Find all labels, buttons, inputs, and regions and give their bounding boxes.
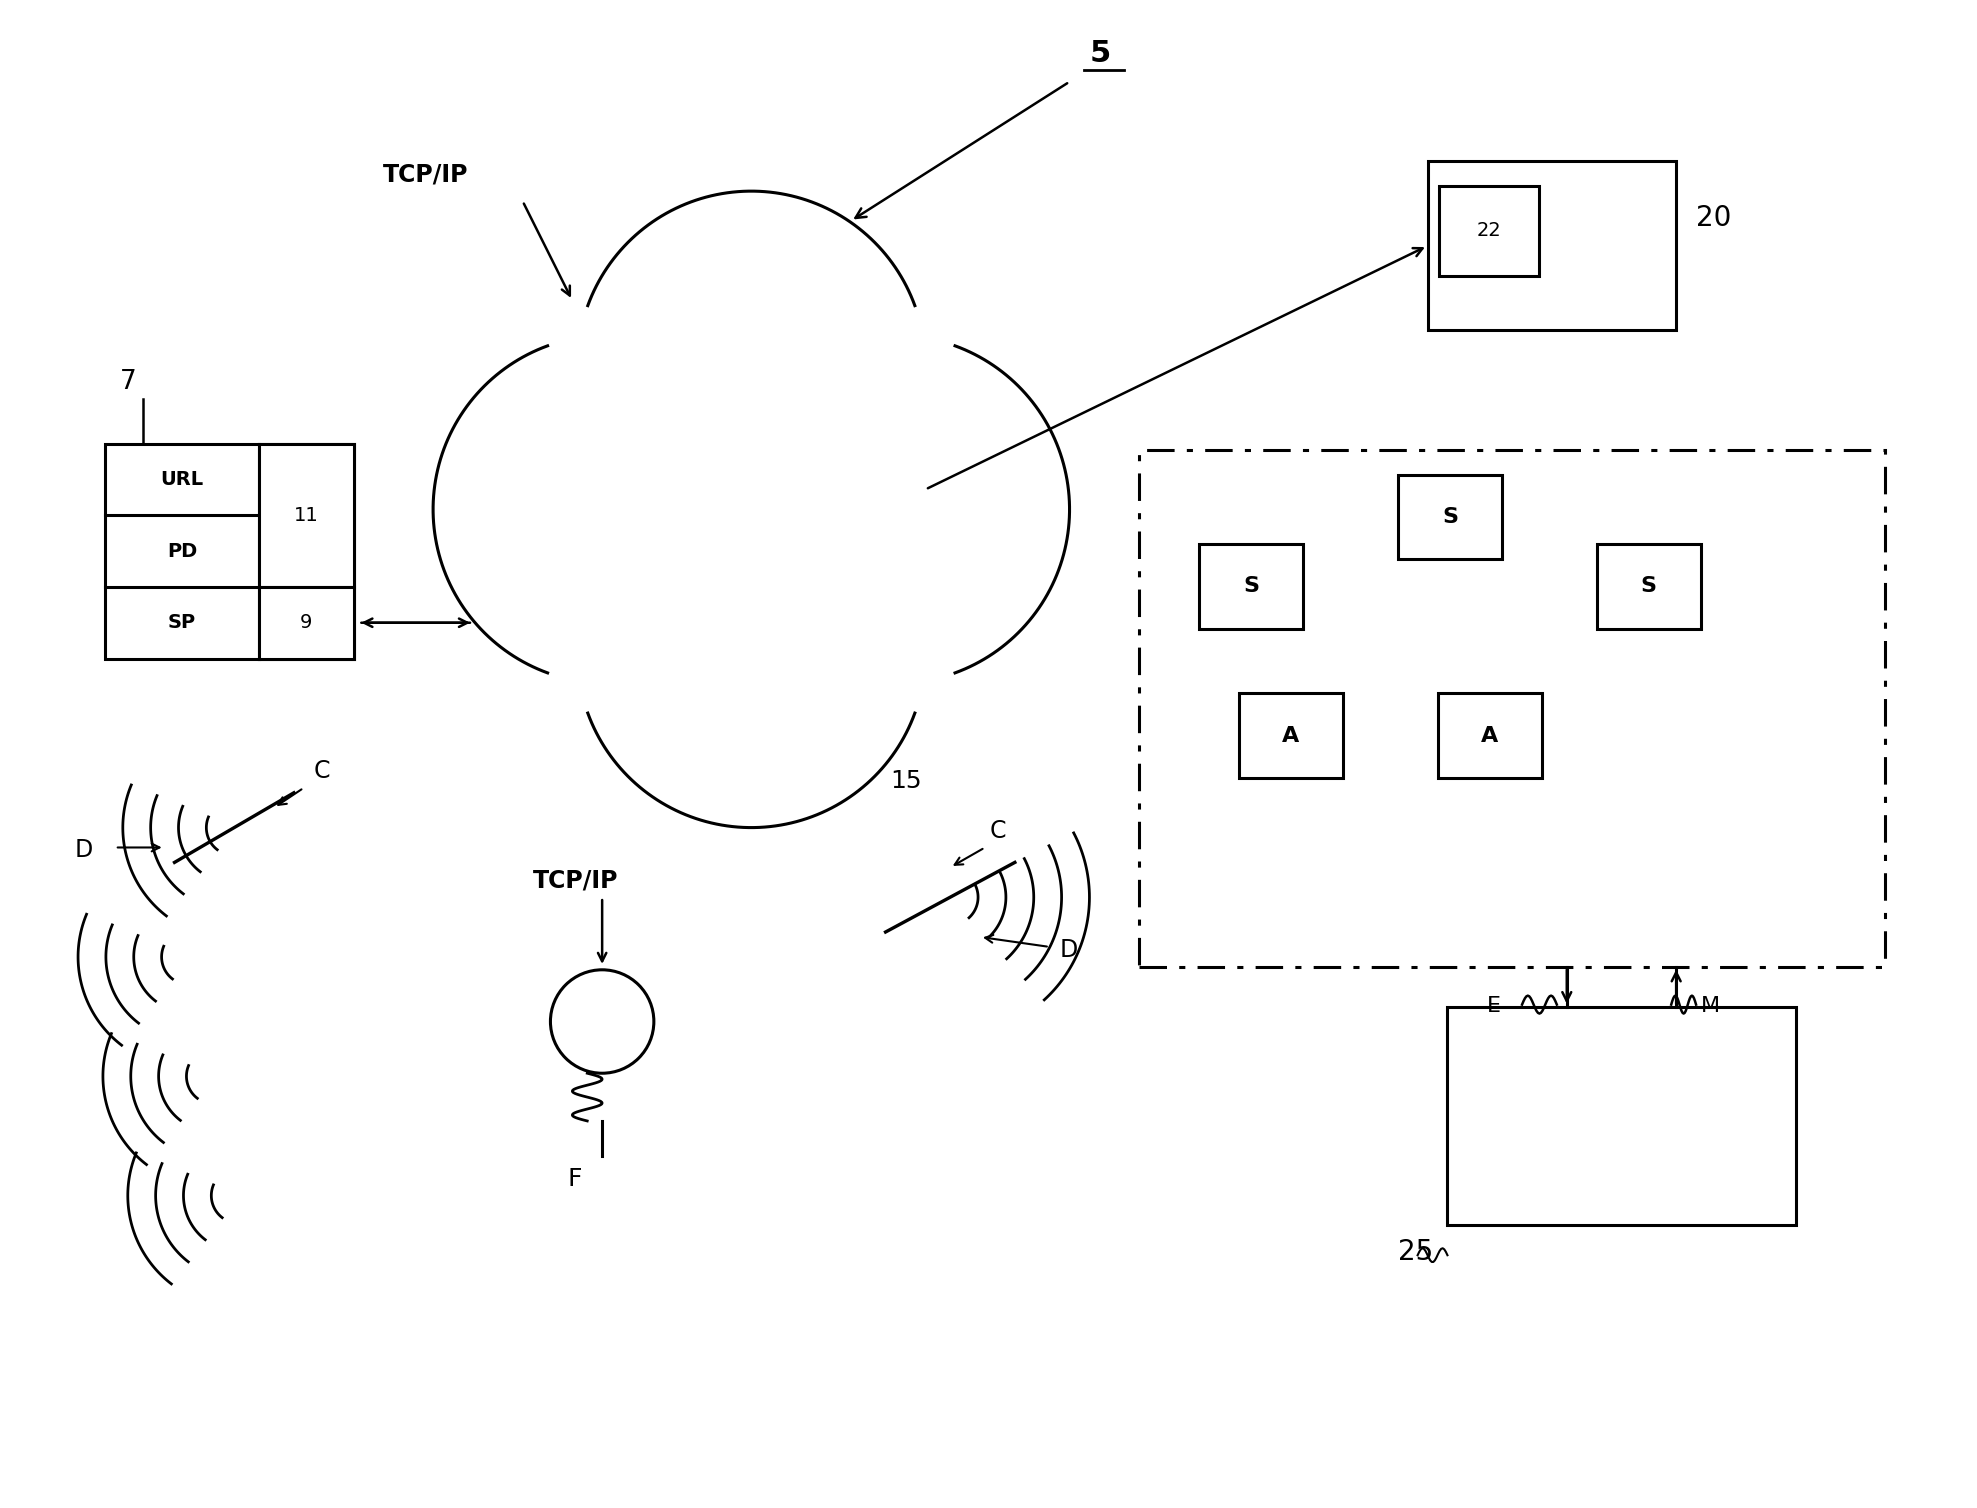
Text: S: S [1441, 507, 1457, 526]
Text: 25: 25 [1398, 1238, 1433, 1267]
Text: D: D [1060, 938, 1077, 962]
Text: S: S [1641, 576, 1657, 597]
Text: E: E [1487, 995, 1501, 1015]
Text: F: F [567, 1167, 581, 1191]
Bar [1240, 694, 1342, 778]
Bar [403, 192, 1099, 828]
Text: 9: 9 [301, 614, 312, 632]
Bar [1439, 185, 1538, 276]
Bar [259, 443, 354, 587]
Text: TCP/IP: TCP/IP [384, 163, 469, 185]
Text: 15: 15 [890, 769, 921, 793]
Bar [105, 443, 354, 659]
Bar [1597, 544, 1700, 629]
Text: 22: 22 [1477, 222, 1503, 240]
Text: A: A [1283, 725, 1299, 745]
Text: SP: SP [168, 614, 196, 632]
Text: M: M [1700, 995, 1720, 1015]
Bar [1198, 544, 1303, 629]
Bar [1437, 694, 1542, 778]
Bar [1447, 1007, 1795, 1226]
Text: 20: 20 [1696, 204, 1732, 232]
Text: A: A [1481, 725, 1499, 745]
Text: TCP/IP: TCP/IP [532, 869, 619, 893]
Bar [1427, 161, 1676, 330]
Bar [1139, 449, 1884, 967]
Text: 11: 11 [295, 505, 318, 525]
Text: D: D [75, 838, 93, 863]
Text: URL: URL [160, 470, 204, 489]
Text: PD: PD [166, 541, 198, 561]
Text: C: C [990, 819, 1006, 843]
Text: 5: 5 [1089, 39, 1111, 68]
Polygon shape [433, 345, 607, 673]
Polygon shape [587, 192, 915, 365]
Polygon shape [896, 345, 1070, 673]
Bar [259, 587, 354, 659]
Bar [1398, 475, 1503, 559]
Polygon shape [587, 653, 915, 828]
Text: 7: 7 [121, 369, 136, 395]
Text: C: C [314, 759, 330, 783]
Text: S: S [1244, 576, 1259, 597]
